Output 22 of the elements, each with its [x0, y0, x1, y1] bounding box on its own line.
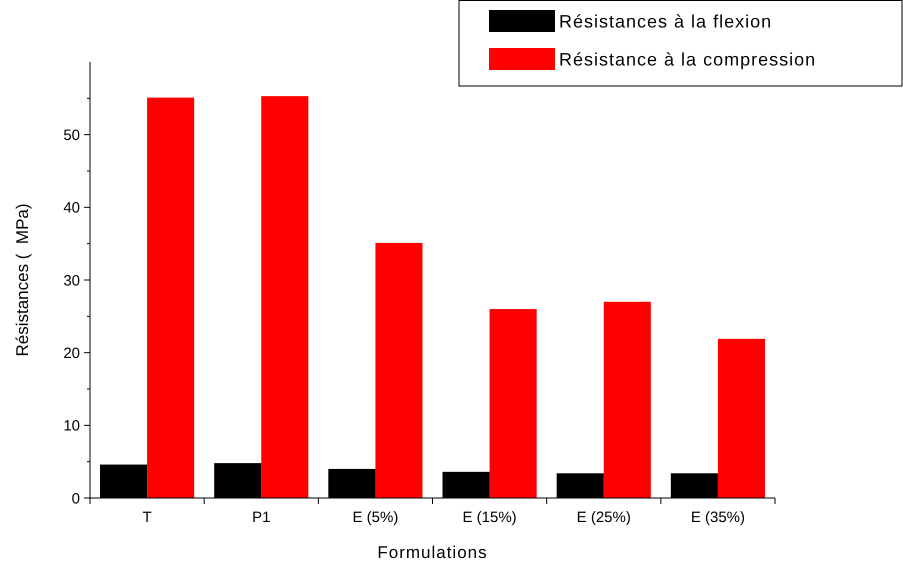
y-tick-label: 10	[63, 418, 80, 435]
x-tick-label: E (15%)	[462, 509, 517, 526]
y-tick-label: 20	[63, 344, 80, 362]
bar	[718, 338, 765, 498]
x-tick-label: T	[142, 509, 152, 526]
y-tick-label: 50	[63, 126, 80, 144]
y-tick-label: 30	[63, 272, 80, 290]
bar	[604, 302, 651, 498]
y-axis-title: Résistances ( MPa)	[13, 203, 32, 357]
bar	[490, 309, 537, 498]
bar	[375, 242, 422, 498]
y-tick-label: 0	[72, 490, 80, 508]
x-tick-label: P1	[252, 509, 270, 526]
legend-label: Résistance à la compression	[559, 49, 816, 70]
x-axis-title: Formulations	[377, 543, 488, 562]
y-tick-label: 40	[63, 200, 80, 217]
x-tick-label: E (5%)	[352, 509, 398, 526]
x-tick-label: E (25%)	[576, 509, 631, 526]
x-tick-label: E (35%)	[690, 509, 746, 526]
legend-label: Résistances à la flexion	[559, 11, 772, 32]
bar	[261, 96, 308, 498]
bar	[147, 98, 194, 498]
